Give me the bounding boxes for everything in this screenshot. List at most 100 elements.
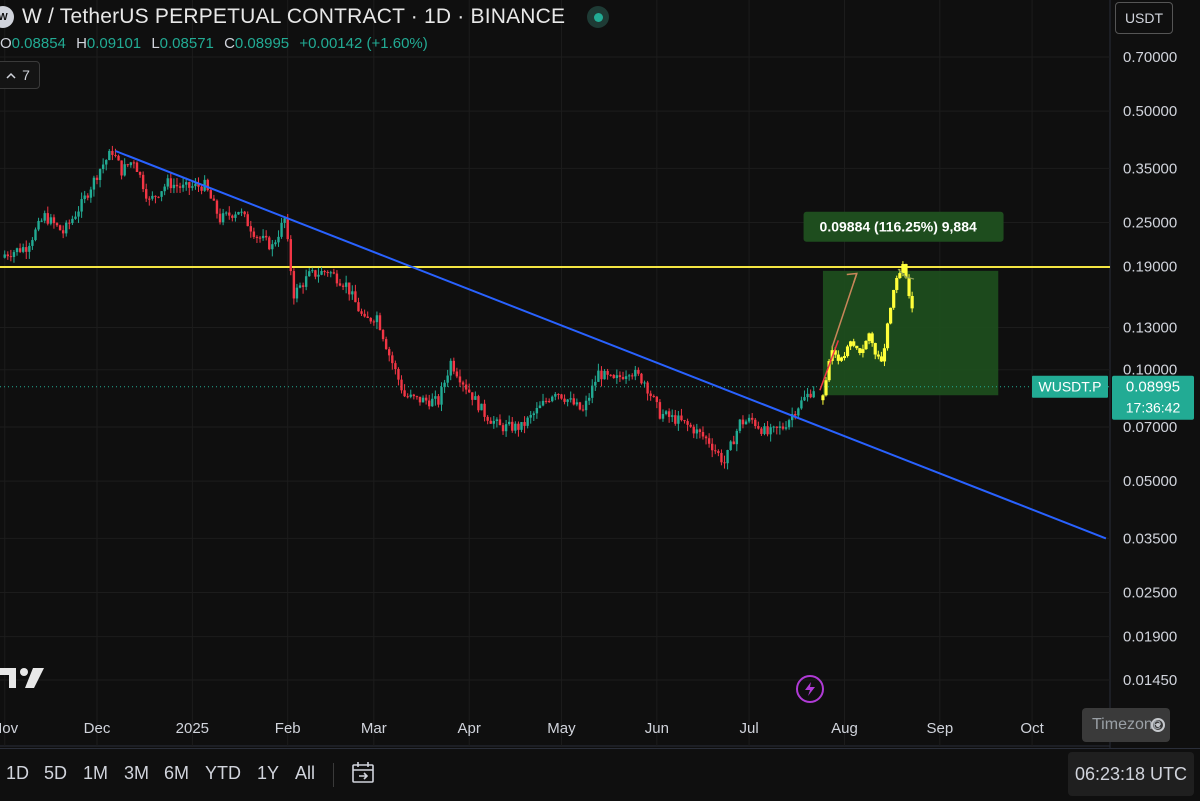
candle-body <box>575 402 579 405</box>
candle-body <box>729 441 732 451</box>
time-tick-label: Aug <box>831 720 858 737</box>
symbol-title[interactable]: W / TetherUS PERPETUAL CONTRACT · 1D · B… <box>22 5 566 28</box>
candle-body <box>547 400 551 402</box>
candle-body <box>784 427 788 429</box>
tradingview-logo-icon[interactable] <box>0 664 46 695</box>
candle-body <box>812 391 815 398</box>
candle-body <box>578 402 582 410</box>
candle-body <box>71 218 74 224</box>
candle-body <box>9 256 13 258</box>
low-label: L <box>151 35 160 52</box>
candle-body <box>277 236 280 243</box>
candle-body <box>532 413 535 416</box>
candle-body <box>249 226 252 232</box>
lightning-icon[interactable] <box>796 675 824 703</box>
candle-body <box>554 394 557 397</box>
candle-body <box>77 211 80 217</box>
candle-body <box>37 220 40 230</box>
candle-body <box>726 450 729 464</box>
candle-body <box>683 420 686 422</box>
candle-body <box>105 160 108 165</box>
change-value: +0.00142 (+1.60%) <box>299 35 428 52</box>
range-3m[interactable]: 3M <box>124 763 150 783</box>
candle-body <box>498 419 502 426</box>
calendar-icon[interactable] <box>350 759 378 792</box>
candle-body <box>188 182 191 188</box>
candle-body <box>323 271 326 273</box>
candle-body <box>544 400 548 402</box>
candle-body <box>3 254 6 258</box>
projection-bar <box>864 340 868 350</box>
candle-body <box>181 184 185 188</box>
candle-body <box>117 155 120 161</box>
indicators-toggle[interactable]: 7 <box>0 61 40 89</box>
candle-body <box>695 429 699 434</box>
candle-body <box>172 184 176 189</box>
candle-body <box>609 374 612 376</box>
candle-body <box>584 400 588 411</box>
range-ytd[interactable]: YTD <box>205 763 241 783</box>
candle-body <box>714 450 717 452</box>
candle-body <box>52 217 56 224</box>
candle-body <box>111 150 114 155</box>
currency-selector[interactable]: USDT <box>1115 2 1173 34</box>
price-tag-countdown: 17:36:42 <box>1126 400 1181 416</box>
candle-body <box>757 426 760 429</box>
candle-body <box>258 237 262 239</box>
projection-bar <box>858 348 862 353</box>
range-5d[interactable]: 5D <box>44 763 68 783</box>
candle-body <box>344 282 348 287</box>
range-1y[interactable]: 1Y <box>257 763 280 783</box>
candle-body <box>341 285 345 287</box>
time-tick-label: Feb <box>275 720 301 737</box>
candle-body <box>772 426 775 428</box>
candle-body <box>538 405 542 409</box>
time-tick-label: Jul <box>740 720 759 737</box>
candle-body <box>21 247 25 252</box>
candle-body <box>569 398 572 400</box>
price-tick-label: 0.70000 <box>1123 49 1177 66</box>
candle-body <box>388 349 391 356</box>
candle-body <box>692 426 695 434</box>
candle-body <box>18 248 22 252</box>
range-1m[interactable]: 1M <box>83 763 109 783</box>
candle-body <box>335 273 339 284</box>
candle-body <box>517 423 520 430</box>
candle-body <box>338 283 342 286</box>
range-6m[interactable]: 6M <box>164 763 190 783</box>
candle-body <box>311 270 314 272</box>
projection-bar <box>876 354 880 357</box>
range-1d[interactable]: 1D <box>6 763 30 783</box>
candle-body <box>664 411 668 414</box>
range-all[interactable]: All <box>295 763 316 783</box>
candle-body <box>178 186 182 188</box>
candle-body <box>283 218 286 223</box>
candle-body <box>686 421 689 425</box>
close-value: 0.08995 <box>234 35 290 52</box>
projection-arrow-head <box>846 272 858 283</box>
candle-body <box>120 160 123 176</box>
candle-body <box>298 285 302 288</box>
candle-body <box>492 421 496 424</box>
candle-body <box>366 316 369 318</box>
candle-body <box>348 282 351 295</box>
projection-bar <box>907 277 911 297</box>
projection-bar <box>879 356 883 362</box>
candle-body <box>674 415 677 424</box>
utc-clock[interactable]: 06:23:18 UTC <box>1068 752 1194 796</box>
candle-body <box>61 230 65 234</box>
candle-body <box>560 394 563 399</box>
candle-body <box>431 398 434 407</box>
candle-body <box>271 244 274 250</box>
candle-body <box>480 403 483 411</box>
candle-body <box>781 426 785 429</box>
candle-body <box>378 315 382 331</box>
candle-body <box>600 370 603 380</box>
candle-body <box>591 385 594 398</box>
candle-body <box>12 252 16 257</box>
candle-body <box>455 371 459 377</box>
timezone-button[interactable]: Timezone <box>1082 708 1170 742</box>
candle-body <box>317 274 320 277</box>
